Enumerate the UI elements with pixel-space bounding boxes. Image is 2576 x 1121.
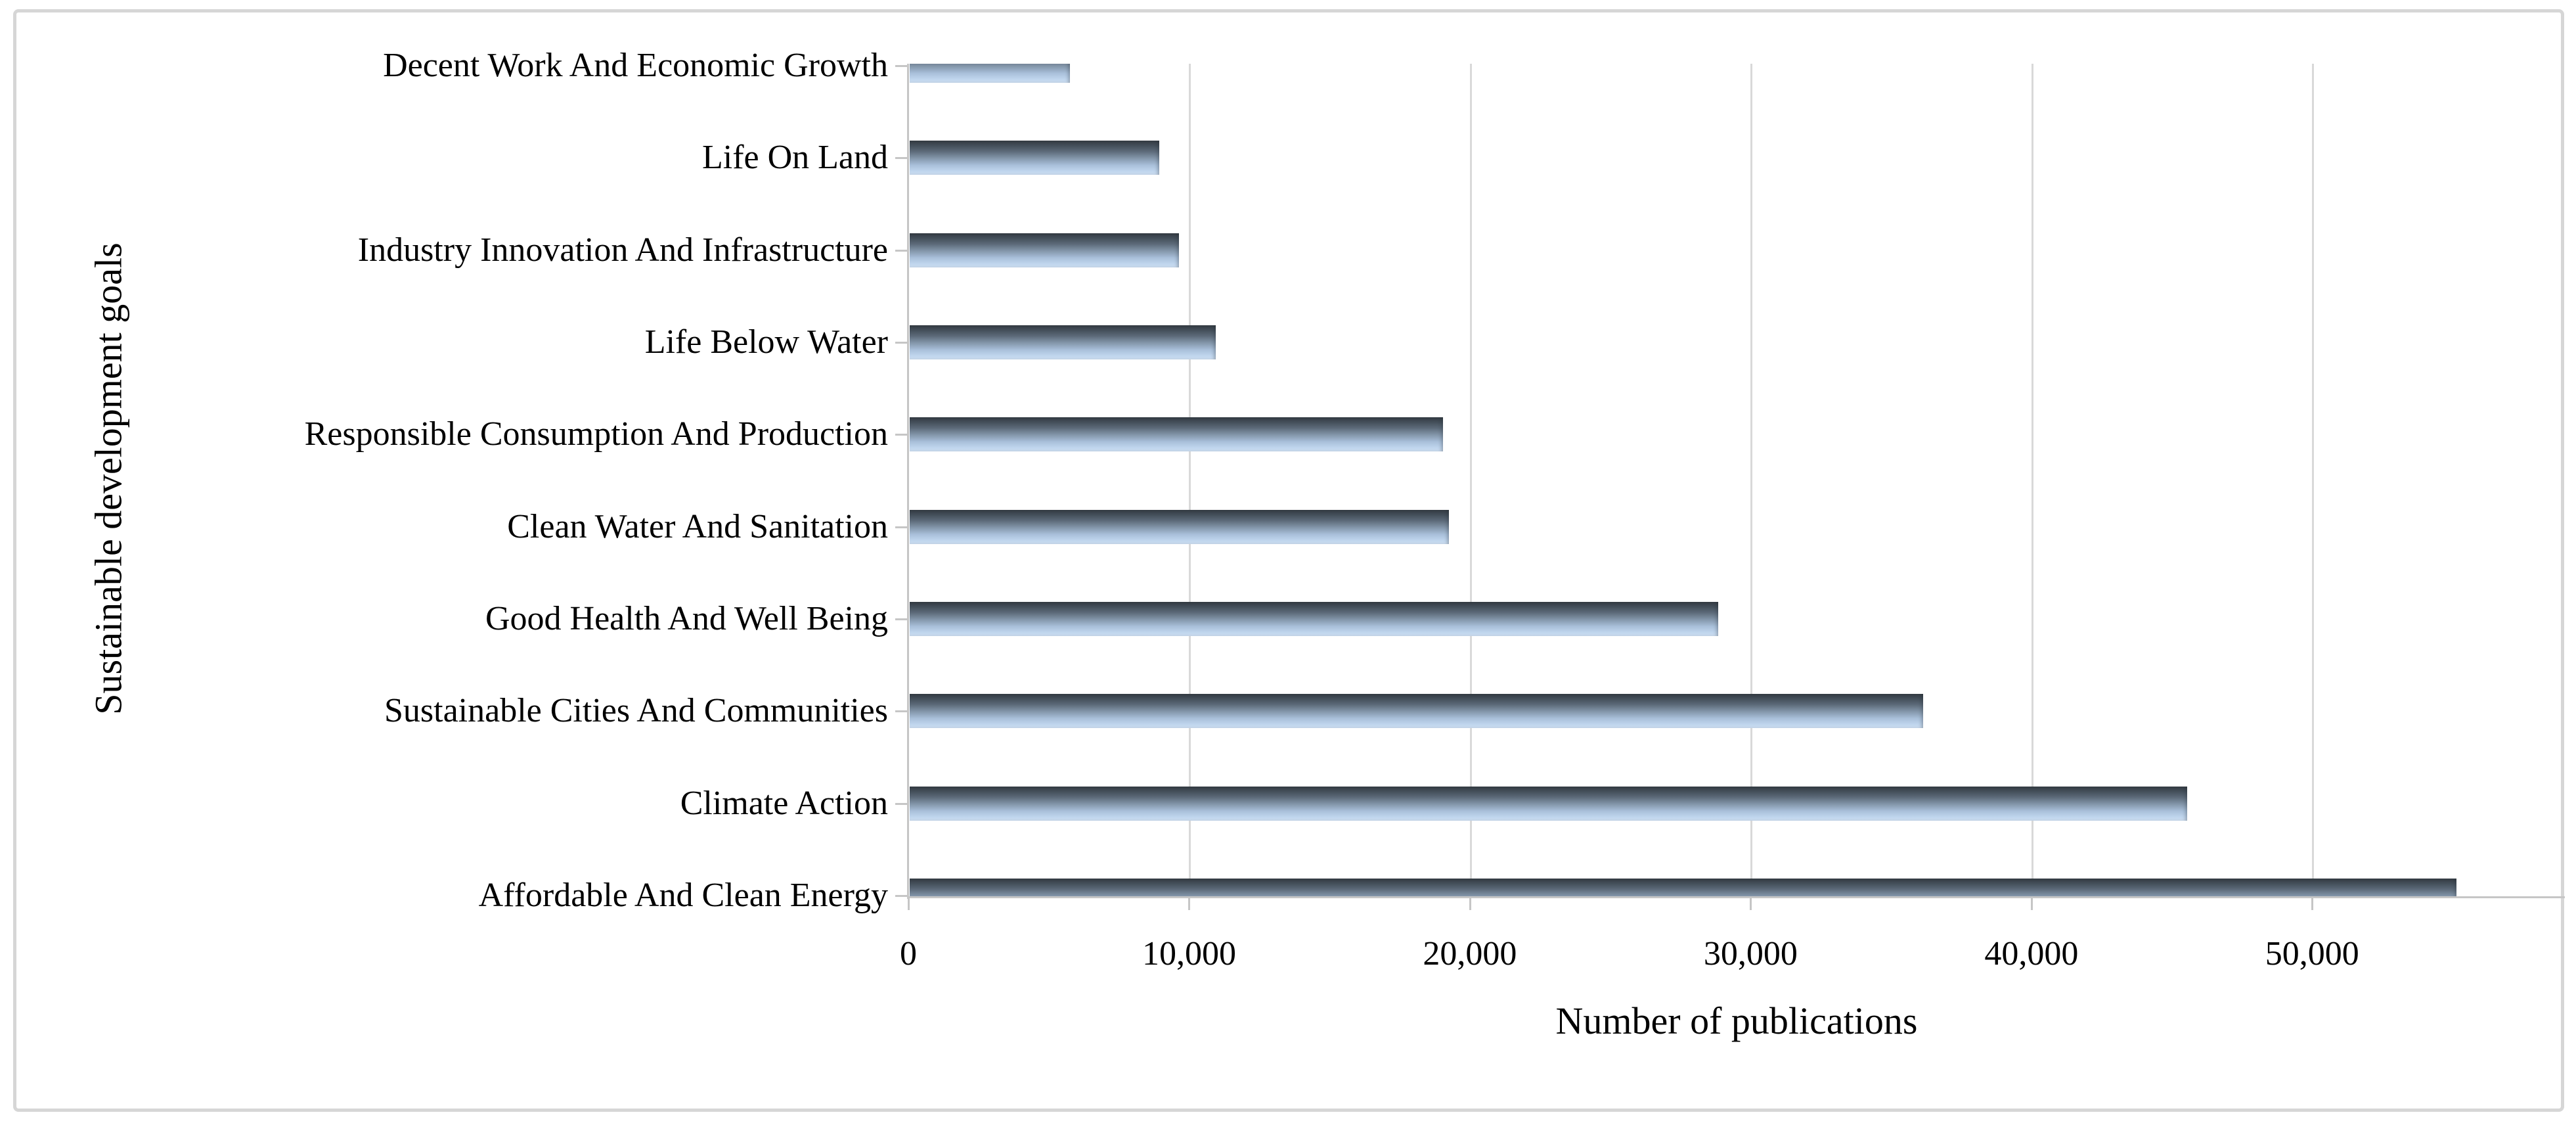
bar-clean-water-and-sanitation: [910, 509, 1449, 544]
y-tick-mark: [895, 710, 908, 713]
x-tick-mark-30000: [1750, 897, 1752, 910]
y-tick-mark: [895, 802, 908, 805]
y-tick-mark: [895, 526, 908, 528]
y-axis-line: [907, 64, 909, 899]
gridline-20000: [1469, 64, 1472, 897]
y-tick-mark: [895, 618, 908, 620]
y-tick-mark: [895, 342, 908, 344]
y-tick-mark: [895, 157, 908, 160]
category-label-responsible-consumption-and-production: Responsible Consumption And Production: [304, 415, 888, 453]
x-tick-mark-40000: [2030, 897, 2033, 910]
y-tick-mark: [895, 249, 908, 252]
bar-climate-action: [910, 786, 2187, 821]
bar-responsible-consumption-and-production: [910, 417, 1444, 452]
y-tick-mark: [895, 434, 908, 436]
bar-good-health-and-well-being: [910, 602, 1719, 636]
bar-life-below-water: [910, 325, 1216, 359]
y-tick-mark: [895, 65, 908, 67]
category-label-good-health-and-well-being: Good Health And Well Being: [485, 600, 888, 637]
gridline-50000: [2312, 64, 2315, 897]
gridline-10000: [1189, 64, 1191, 897]
y-axis-title-text: Sustainable development goals: [87, 242, 130, 715]
bar-sustainable-cities-and-communities: [910, 694, 1924, 729]
bar-decent-work-and-economic-growth: [910, 64, 1070, 83]
x-tick-mark-50000: [2311, 897, 2314, 910]
plot-area: [908, 64, 2565, 897]
x-axis-line: [908, 896, 2565, 898]
x-tick-mark-20000: [1469, 897, 1471, 910]
gridline-40000: [2031, 64, 2033, 897]
x-tick-label-10000: 10,000: [1142, 935, 1236, 972]
x-tick-label-20000: 20,000: [1423, 935, 1517, 972]
category-label-decent-work-and-economic-growth: Decent Work And Economic Growth: [383, 47, 888, 84]
x-tick-label-0: 0: [900, 935, 917, 972]
x-tick-label-30000: 30,000: [1703, 935, 1798, 972]
category-label-sustainable-cities-and-communities: Sustainable Cities And Communities: [384, 692, 888, 730]
category-label-life-on-land: Life On Land: [701, 139, 888, 177]
category-label-climate-action: Climate Action: [680, 784, 888, 822]
bar-life-on-land: [910, 141, 1160, 175]
category-label-life-below-water: Life Below Water: [644, 323, 888, 361]
x-tick-mark-0: [908, 897, 910, 910]
category-label-clean-water-and-sanitation: Clean Water And Sanitation: [507, 507, 888, 545]
x-tick-label-40000: 40,000: [1984, 935, 2079, 972]
y-tick-mark: [895, 895, 908, 897]
bar-industry-innovation-and-infrastructure: [910, 233, 1180, 267]
category-label-affordable-and-clean-energy: Affordable And Clean Energy: [478, 877, 888, 914]
category-label-industry-innovation-and-infrastructure: Industry Innovation And Infrastructure: [357, 231, 888, 269]
bar-affordable-and-clean-energy: [910, 879, 2457, 897]
gridline-30000: [1750, 64, 1753, 897]
x-tick-label-50000: 50,000: [2265, 935, 2359, 972]
figure-border: [13, 9, 2564, 1112]
x-axis-title: Number of publications: [1555, 999, 1918, 1042]
x-tick-mark-10000: [1188, 897, 1191, 910]
